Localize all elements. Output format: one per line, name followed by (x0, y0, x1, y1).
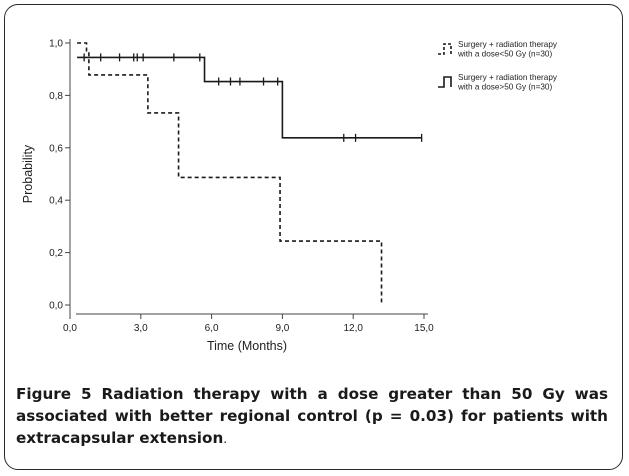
x-tick-label: 3,0 (134, 323, 148, 334)
legend-entry-text: with a dose>50 Gy (n=30) (457, 83, 552, 92)
x-axis-label: Time (Months) (207, 339, 287, 353)
caption-text: Radiation therapy with a dose greater th… (16, 385, 608, 447)
legend-entry-text: with a dose<50 Gy (n=30) (457, 50, 552, 59)
y-tick-label: 1,0 (49, 39, 63, 50)
y-tick-label: 0,8 (49, 91, 63, 102)
legend-icon-low-dose (438, 43, 452, 55)
x-tick-label: 0,0 (63, 323, 77, 334)
x-tick-label: 9,0 (275, 323, 289, 334)
chart-container: 0,0 0,2 0,4 0,6 0,8 1,0 0,0 3,0 6,0 9,0 12,0 15,0 Ti… (18, 20, 611, 378)
caption-end-mark: . (223, 432, 228, 446)
figure-frame (4, 4, 623, 470)
x-tick-label: 6,0 (205, 323, 219, 334)
legend-icon-high-dose (438, 76, 452, 88)
series-line-low-dose (77, 42, 383, 303)
figure-caption: Figure 5 Radiation therapy with a dose g… (16, 383, 608, 450)
x-tick-label: 15,0 (414, 323, 434, 334)
x-tick-label: 12,0 (343, 323, 363, 334)
series-line-high-dose (77, 56, 422, 139)
y-tick-label: 0,0 (49, 301, 63, 312)
legend-entry-text: Surgery + radiation therapy (458, 73, 558, 82)
legend-entry-text: Surgery + radiation therapy (458, 40, 558, 49)
kaplan-meier-chart: 0,0 0,2 0,4 0,6 0,8 1,0 0,0 3,0 6,0 9,0 12,0 15,0 Ti… (21, 39, 558, 354)
y-axis-label: Probability (21, 144, 35, 203)
y-tick-label: 0,2 (49, 248, 63, 259)
y-tick-label: 0,4 (49, 196, 63, 207)
y-tick-label: 0,6 (49, 143, 63, 154)
figure-number: Figure 5 (16, 385, 92, 403)
